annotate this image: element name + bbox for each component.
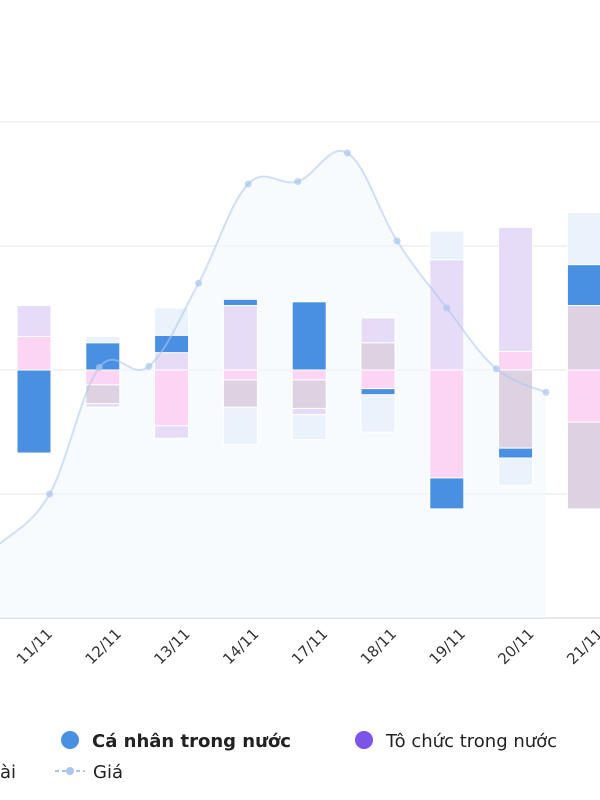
price-point-3[interactable] [145, 362, 153, 370]
bar-5-down-2[interactable] [360, 394, 396, 433]
x-tick-label-0: 11/11 [13, 625, 56, 668]
x-tick-label-3: 14/11 [219, 625, 262, 668]
bar-6-down-1[interactable] [429, 477, 465, 510]
price-point-4[interactable] [195, 279, 203, 287]
x-tick-label-8: 21/11 [563, 625, 600, 668]
legend-marker-0[interactable] [61, 731, 79, 749]
x-tick-label-1: 12/11 [82, 625, 125, 668]
bar-8-up-2[interactable] [566, 212, 600, 266]
bar-4-down-3[interactable] [291, 414, 327, 440]
bar-3-up-1[interactable] [222, 298, 258, 307]
legend-marker-3-dot[interactable] [66, 767, 74, 775]
bar-8-up-0[interactable] [566, 305, 600, 371]
bar-4-down-0[interactable] [291, 369, 327, 381]
price-point-11[interactable] [542, 388, 550, 396]
bar-3-down-2[interactable] [222, 406, 258, 445]
bar-3-up-0[interactable] [222, 305, 258, 371]
legend-label-1[interactable]: Tô chức trong nước [385, 731, 557, 752]
bar-8-up-1[interactable] [566, 264, 600, 307]
bar-5-up-1[interactable] [360, 317, 396, 344]
bar-7-up-0[interactable] [498, 350, 534, 371]
x-tick-label-4: 17/11 [288, 625, 331, 668]
legend-marker-1[interactable] [355, 731, 373, 749]
bar-8-down-0[interactable] [566, 369, 600, 423]
price-point-7[interactable] [343, 149, 351, 157]
bar-2-up-1[interactable] [154, 334, 190, 354]
bar-0-up-0[interactable] [16, 336, 52, 371]
price-area [0, 150, 546, 618]
bar-6-up-0[interactable] [429, 259, 465, 371]
legend-label-2[interactable]: ài [0, 762, 16, 783]
legend-label-0[interactable]: Cá nhân trong nước [92, 731, 291, 752]
bar-5-up-0[interactable] [360, 342, 396, 371]
bar-6-up-1[interactable] [429, 230, 465, 261]
bar-7-up-1[interactable] [498, 226, 534, 352]
bar-1-up-1[interactable] [85, 336, 121, 344]
bar-0-down-0[interactable] [16, 369, 52, 454]
bar-3-down-0[interactable] [222, 369, 258, 381]
bar-6-down-0[interactable] [429, 369, 465, 479]
legend-label-3[interactable]: Giá [93, 762, 123, 783]
price-point-2[interactable] [95, 364, 103, 372]
bar-4-up-0[interactable] [291, 301, 327, 371]
bar-2-down-0[interactable] [154, 369, 190, 427]
price-point-8[interactable] [393, 237, 401, 245]
bar-5-down-1[interactable] [360, 388, 396, 396]
price-point-9[interactable] [443, 304, 451, 312]
bar-1-up-0[interactable] [85, 342, 121, 371]
x-tick-label-5: 18/11 [357, 625, 400, 668]
price-point-6[interactable] [294, 178, 302, 186]
price-point-1[interactable] [46, 490, 54, 498]
price-point-10[interactable] [492, 365, 500, 373]
bar-4-down-2[interactable] [291, 407, 327, 416]
bar-7-down-1[interactable] [498, 447, 534, 459]
bar-4-down-1[interactable] [291, 379, 327, 409]
bar-7-down-0[interactable] [498, 369, 534, 449]
bar-3-down-1[interactable] [222, 379, 258, 408]
bar-1-down-2[interactable] [85, 402, 121, 408]
x-tick-label-6: 19/11 [426, 625, 469, 668]
x-tick-label-2: 13/11 [150, 625, 193, 668]
bar-5-down-0[interactable] [360, 369, 396, 390]
bar-0-up-1[interactable] [16, 305, 52, 338]
bar-7-down-2[interactable] [498, 457, 534, 486]
bar-8-down-1[interactable] [566, 421, 600, 510]
bar-2-down-1[interactable] [154, 425, 190, 439]
x-tick-label-7: 20/11 [494, 625, 537, 668]
price-point-5[interactable] [244, 180, 252, 188]
bar-1-down-1[interactable] [85, 384, 121, 404]
